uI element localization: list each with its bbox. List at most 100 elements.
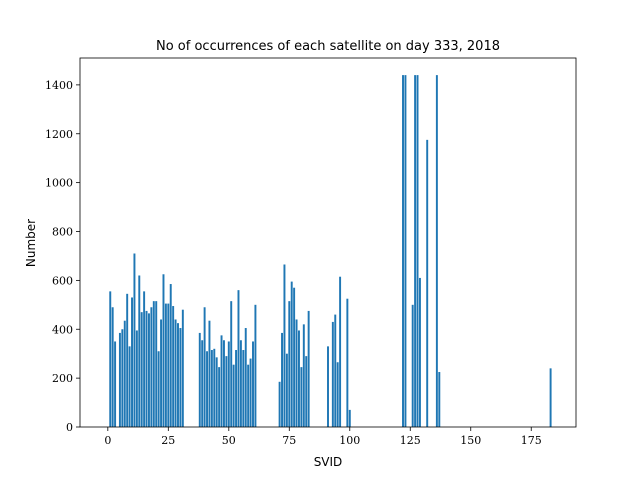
x-tick-label: 125 [400, 434, 421, 447]
bar-svid-16 [145, 310, 148, 427]
y-tick-label: 600 [52, 274, 73, 287]
bar-svid-39 [201, 340, 204, 427]
bar-svid-54 [237, 290, 240, 427]
bars-group [109, 75, 552, 428]
bar-svid-46 [218, 367, 221, 427]
bar-svid-93 [331, 321, 334, 427]
bar-svid-77 [293, 287, 296, 427]
y-axis-ticks: 0 200 400 600 800 1000 1200 1400 [45, 79, 80, 434]
bar-svid-20 [155, 301, 158, 427]
bar-svid-28 [174, 319, 177, 427]
bar-svid-53 [235, 350, 238, 427]
x-tick-label: 150 [460, 434, 481, 447]
bar-svid-55 [239, 340, 242, 427]
bar-svid-52 [232, 364, 235, 427]
bar-svid-50 [227, 341, 230, 427]
bar-svid-78 [295, 319, 298, 427]
bar-svid-24 [164, 303, 167, 427]
bar-svid-2 [111, 307, 114, 427]
bar-svid-91 [327, 346, 329, 427]
bar-svid-41 [206, 351, 208, 427]
bar-svid-11 [133, 253, 136, 427]
x-tick-label: 0 [104, 434, 111, 447]
bar-svid-76 [290, 281, 293, 427]
bar-svid-5 [118, 332, 121, 427]
y-axis-label: Number [24, 219, 38, 267]
bar-svid-9 [128, 346, 131, 427]
bar-svid-44 [213, 348, 216, 427]
bar-svid-137 [438, 372, 441, 427]
bar-svid-95 [336, 362, 339, 427]
bar-svid-59 [249, 358, 252, 427]
bar-svid-136 [435, 75, 438, 428]
x-tick-label: 25 [161, 434, 175, 447]
bar-svid-40 [203, 307, 206, 427]
bar-svid-22 [160, 319, 163, 427]
bar-svid-26 [169, 284, 172, 427]
y-tick-label: 1400 [45, 79, 73, 92]
bar-svid-45 [215, 357, 218, 427]
x-tick-label: 75 [282, 434, 296, 447]
bar-svid-23 [162, 274, 165, 427]
bar-svid-72 [281, 332, 283, 427]
bar-svid-38 [198, 332, 201, 427]
bar-svid-100 [348, 409, 351, 427]
bar-svid-8 [126, 293, 129, 427]
bar-svid-73 [283, 264, 286, 427]
bar-svid-58 [247, 364, 250, 427]
bar-svid-128 [416, 75, 419, 428]
bar-svid-3 [114, 341, 117, 427]
bar-svid-7 [123, 320, 126, 427]
bar-svid-75 [288, 301, 291, 427]
bar-svid-51 [230, 301, 233, 427]
bar-svid-96 [339, 276, 342, 427]
y-tick-label: 800 [52, 226, 73, 239]
bar-svid-94 [334, 314, 337, 427]
bar-svid-127 [414, 75, 417, 428]
bar-svid-57 [244, 328, 247, 427]
chart-title: No of occurrences of each satellite on d… [156, 39, 500, 54]
bar-svid-42 [208, 320, 211, 427]
bar-svid-13 [138, 275, 141, 427]
bar-svid-18 [150, 307, 153, 427]
y-tick-label: 200 [52, 372, 73, 385]
bar-svid-29 [177, 323, 179, 427]
bar-svid-6 [121, 329, 124, 427]
bar-svid-132 [426, 139, 429, 428]
bar-svid-17 [147, 313, 150, 427]
bar-svid-60 [252, 341, 254, 427]
bar-svid-123 [404, 75, 407, 428]
x-tick-label: 175 [521, 434, 542, 447]
y-tick-label: 400 [52, 323, 73, 336]
bar-svid-122 [402, 75, 404, 428]
bar-svid-80 [300, 367, 303, 427]
bar-svid-71 [278, 381, 281, 427]
bar-svid-83 [307, 310, 310, 427]
bar-svid-19 [152, 301, 155, 427]
bar-svid-14 [140, 312, 143, 427]
bar-svid-183 [549, 368, 552, 427]
bar-svid-12 [135, 330, 138, 427]
bar-svid-61 [254, 304, 257, 427]
x-tick-label: 50 [222, 434, 236, 447]
y-tick-label: 1000 [45, 177, 73, 190]
bar-svid-47 [220, 335, 223, 427]
bar-svid-21 [157, 351, 160, 427]
bar-svid-48 [222, 340, 225, 427]
bar-svid-10 [131, 297, 133, 427]
bar-svid-49 [225, 356, 228, 427]
bar-svid-126 [411, 304, 414, 427]
bar-svid-31 [181, 309, 184, 427]
bar-svid-1 [109, 291, 112, 427]
bar-svid-15 [143, 291, 146, 427]
x-axis-ticks: 0 25 50 75 100 125 150 175 [104, 427, 542, 447]
bar-svid-81 [302, 324, 305, 427]
y-tick-label: 0 [66, 421, 73, 434]
bar-svid-82 [305, 356, 308, 427]
bar-svid-30 [179, 328, 182, 427]
bar-svid-74 [285, 353, 288, 427]
bar-svid-99 [346, 298, 349, 427]
x-tick-label: 100 [339, 434, 360, 447]
bar-svid-79 [298, 330, 300, 427]
